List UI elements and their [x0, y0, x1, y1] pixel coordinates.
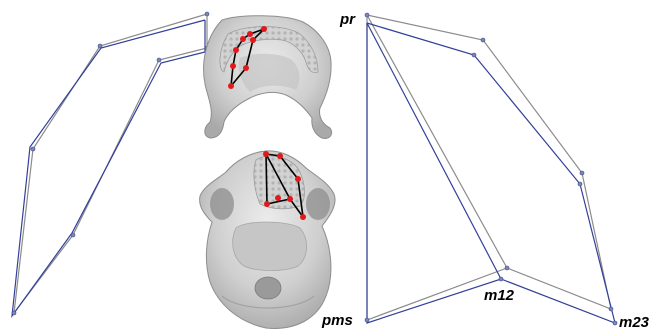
right-landmark-points [364, 12, 618, 326]
skull-left-zygomatic-opening [210, 188, 234, 220]
mandible-occlusal-view [203, 15, 333, 139]
mandible-inner-shadow [238, 53, 300, 92]
skull-foramen-magnum [254, 276, 282, 300]
right-outline-gray-diagonal [366, 14, 508, 269]
mandible-landmark-points [228, 26, 267, 89]
left-outline-blue [11, 19, 206, 319]
right-outline-gray [366, 14, 612, 321]
label-pr: pr [340, 11, 355, 28]
skull-right-zygomatic-opening [306, 188, 330, 220]
label-m23: m23 [619, 314, 650, 331]
right-outline-blue [366, 22, 616, 324]
left-landmark-points [11, 11, 210, 316]
label-m12: m12 [484, 287, 515, 304]
skull-cranial-base-detail [232, 221, 307, 271]
right-shape-comparison [364, 12, 618, 326]
skull-basal-view [199, 150, 336, 329]
skull-landmark-points [263, 151, 306, 220]
left-shape-comparison [11, 11, 210, 319]
skull-occipital-ridge [221, 295, 315, 309]
label-pms: pms [322, 312, 353, 329]
left-outline-gray [13, 13, 208, 316]
right-outline-blue-diagonal [366, 22, 502, 280]
skull-landmark-diagonal [265, 153, 291, 200]
